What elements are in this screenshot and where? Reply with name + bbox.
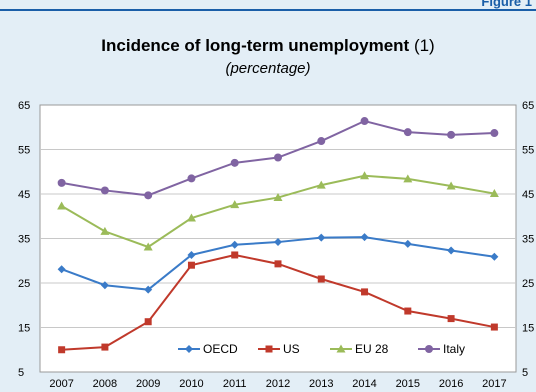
data-point-italy	[144, 191, 153, 200]
data-point-eu-28	[446, 181, 456, 190]
x-tick-label: 2007	[49, 378, 73, 390]
legend-marker-oecd	[185, 345, 193, 353]
data-point-us	[58, 346, 66, 354]
data-point-oecd	[360, 233, 369, 242]
data-point-us	[317, 275, 325, 283]
y-tick-label-right: 25	[522, 278, 534, 290]
y-tick-label-left: 65	[18, 100, 30, 112]
data-point-eu-28	[489, 189, 499, 198]
data-point-oecd	[403, 239, 412, 248]
data-point-italy	[317, 137, 326, 146]
y-tick-label-right: 15	[522, 323, 534, 335]
y-tick-label-right: 5	[522, 367, 528, 379]
data-point-us	[231, 251, 239, 259]
data-point-eu-28	[273, 193, 283, 202]
data-point-us	[361, 288, 369, 296]
data-point-us	[187, 261, 195, 269]
x-tick-label: 2017	[482, 378, 506, 390]
x-tick-label: 2015	[396, 378, 420, 390]
legend-marker-italy	[425, 345, 433, 353]
data-point-italy	[360, 117, 369, 126]
data-point-eu-28	[100, 226, 110, 235]
data-point-eu-28	[230, 200, 240, 209]
data-point-oecd	[274, 238, 282, 247]
data-point-eu-28	[403, 174, 413, 183]
data-point-eu-28	[143, 242, 153, 251]
data-point-italy	[57, 178, 66, 187]
data-point-oecd	[187, 250, 196, 259]
y-tick-label-right: 45	[522, 189, 534, 201]
chart-title-main: Incidence of long-term unemployment	[101, 36, 410, 55]
data-point-us	[404, 307, 412, 315]
data-point-us	[144, 318, 152, 326]
data-point-oecd	[230, 240, 239, 249]
x-tick-label: 2016	[439, 378, 463, 390]
legend-marker-eu-28	[336, 344, 346, 353]
data-point-us	[490, 323, 498, 331]
data-point-oecd	[100, 281, 109, 290]
chart-subtitle: (percentage)	[225, 60, 311, 77]
y-tick-label-left: 35	[18, 234, 30, 246]
data-point-oecd	[447, 246, 456, 255]
chart-title: Incidence of long-term unemployment (1)	[0, 36, 536, 56]
y-tick-label-left: 55	[18, 145, 30, 157]
legend-label-us: US	[283, 342, 300, 356]
x-tick-label: 2011	[223, 378, 247, 390]
figure-label: Figure 1	[481, 0, 532, 9]
top-rule	[0, 9, 536, 11]
y-tick-label-right: 65	[522, 100, 534, 112]
x-tick-label: 2008	[93, 378, 117, 390]
data-point-italy	[230, 158, 239, 167]
data-point-oecd	[144, 285, 153, 294]
legend-label-italy: Italy	[443, 342, 465, 356]
data-point-oecd	[57, 265, 66, 274]
data-point-us	[101, 343, 109, 351]
data-point-oecd	[317, 233, 326, 242]
legend-label-oecd: OECD	[203, 342, 238, 356]
data-point-italy	[100, 186, 109, 195]
x-tick-label: 2013	[309, 378, 333, 390]
data-point-eu-28	[186, 213, 196, 222]
data-point-italy	[187, 174, 196, 183]
chart-title-note: (1)	[413, 36, 435, 55]
data-point-us	[274, 260, 282, 268]
x-tick-label: 2012	[266, 378, 290, 390]
data-point-italy	[490, 129, 499, 138]
y-tick-label-right: 35	[522, 234, 534, 246]
data-point-us	[447, 315, 455, 323]
x-tick-label: 2010	[179, 378, 203, 390]
y-tick-label-right: 55	[522, 145, 534, 157]
data-point-eu-28	[57, 201, 67, 210]
x-tick-label: 2014	[352, 378, 376, 390]
y-tick-label-left: 5	[18, 367, 24, 379]
y-tick-label-left: 15	[18, 323, 30, 335]
data-point-eu-28	[316, 180, 326, 189]
x-tick-label: 2009	[136, 378, 160, 390]
legend-marker-us	[265, 345, 273, 353]
data-point-eu-28	[360, 171, 370, 180]
data-point-oecd	[490, 252, 499, 261]
data-point-italy	[274, 153, 282, 162]
y-tick-label-left: 25	[18, 278, 30, 290]
legend-label-eu-28: EU 28	[355, 342, 389, 356]
y-tick-label-left: 45	[18, 189, 30, 201]
data-point-italy	[447, 130, 456, 139]
data-point-italy	[403, 128, 412, 137]
